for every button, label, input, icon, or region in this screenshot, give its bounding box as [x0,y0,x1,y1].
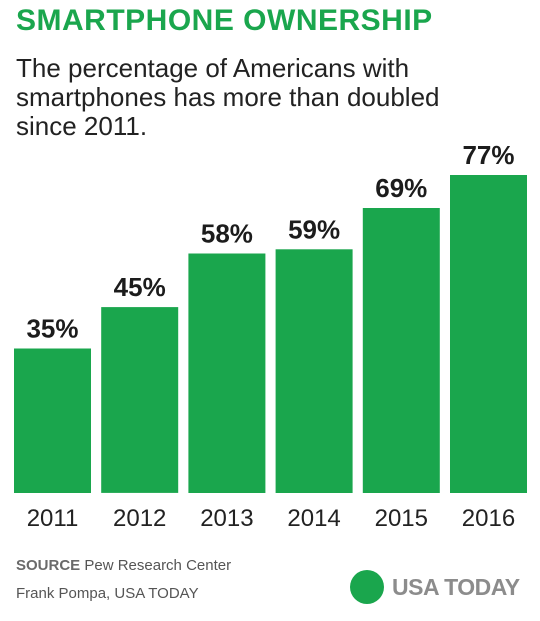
value-label-2011: 35% [26,314,78,344]
value-label-2014: 59% [288,214,340,244]
credit-line: Frank Pompa, USA TODAY [16,585,199,602]
chart-title: SMARTPHONE OWNERSHIP [16,4,433,37]
source-line: SOURCE Pew Research Center [16,557,231,574]
source-key: SOURCE [16,557,81,574]
tick-label-2013: 2013 [200,505,253,532]
bar-2013 [188,253,266,493]
bar-2016 [450,175,527,493]
usa-today-logo: USA TODAY [350,570,520,604]
value-label-2016: 77% [462,140,514,170]
chart-subtitle: The percentage of Americans with smartph… [16,53,440,141]
tick-label-2012: 2012 [113,505,166,532]
value-label-2013: 58% [201,219,253,249]
bar-2015 [362,208,440,493]
tick-label-2014: 2014 [287,505,340,532]
brand-circle-icon [350,570,384,604]
bar-2012 [101,307,179,493]
value-label-2012: 45% [114,272,166,302]
bar-2011 [14,348,91,493]
source-text: Pew Research Center [84,557,232,574]
value-label-2015: 69% [375,173,427,203]
brand-name: USA TODAY [392,573,520,600]
tick-label-2011: 2011 [27,505,79,532]
tick-label-2016: 2016 [462,505,515,532]
bar-2014 [275,249,353,493]
tick-label-2015: 2015 [375,505,428,532]
